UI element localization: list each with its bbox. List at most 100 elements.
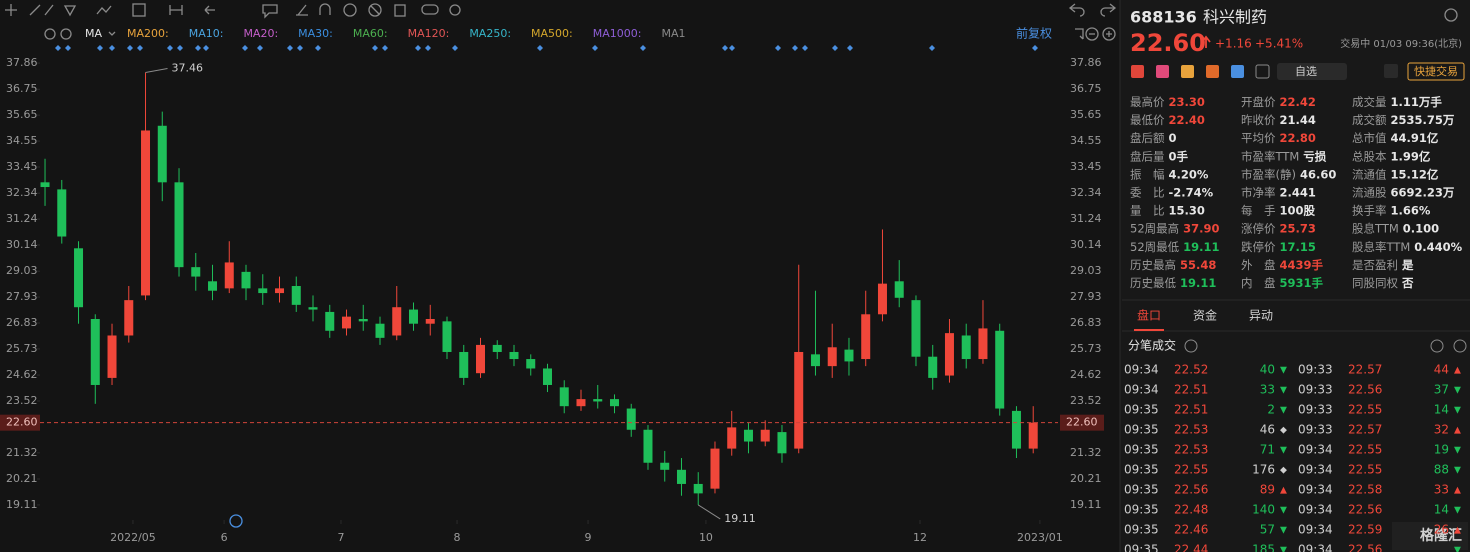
info-icon[interactable] — [1184, 339, 1198, 353]
trade-time: 09:34 — [1298, 523, 1333, 537]
stat: 流通值 15.12亿 — [1352, 167, 1439, 181]
trade-direction: ▼ — [1454, 466, 1461, 476]
more-icon[interactable] — [1430, 339, 1444, 353]
event-marker[interactable] — [1032, 45, 1038, 51]
event-marker[interactable] — [382, 45, 388, 51]
event-marker[interactable] — [792, 45, 798, 51]
candle-body — [74, 248, 84, 308]
event-marker[interactable] — [592, 45, 598, 51]
ma-legend[interactable]: MA — [85, 27, 102, 40]
last-price: 22.60 — [1130, 29, 1206, 57]
event-marker[interactable] — [929, 45, 935, 51]
event-marker[interactable] — [97, 45, 103, 51]
trade-direction: ◆ — [1280, 466, 1287, 476]
ma-legend[interactable]: MA200: — [127, 27, 169, 40]
ma-legend[interactable]: MA1000: — [593, 27, 642, 40]
event-marker[interactable] — [832, 45, 838, 51]
stat-label: 流通值 — [1352, 167, 1387, 181]
x-tick-label: 9 — [585, 531, 592, 544]
event-marker[interactable] — [802, 45, 808, 51]
stat-label: 振 幅 — [1130, 167, 1165, 181]
watermark-bg — [1392, 522, 1468, 550]
candle-body — [777, 432, 787, 454]
event-marker[interactable] — [203, 45, 209, 51]
event-marker[interactable] — [640, 45, 646, 51]
y-tick-label-right: 24.62 — [1070, 368, 1102, 381]
tab[interactable]: 资金 — [1193, 308, 1217, 323]
tab[interactable]: 异动 — [1249, 309, 1273, 323]
candle-body — [526, 359, 536, 369]
event-marker[interactable] — [729, 45, 735, 51]
change: +1.16 — [1215, 37, 1252, 51]
trade-direction: ▼ — [1280, 446, 1287, 456]
y-tick-label: 37.86 — [6, 56, 38, 69]
watch-button[interactable]: 自选 — [1295, 65, 1317, 78]
event-marker[interactable] — [722, 45, 728, 51]
stat-label: 盘后额 — [1130, 131, 1165, 145]
event-marker[interactable] — [297, 45, 303, 51]
stat-label: 历史最高 — [1130, 257, 1176, 271]
trade-button[interactable]: 快捷交易 — [1414, 64, 1458, 78]
candle-body — [794, 351, 804, 449]
stat: 股息率TTM 0.440% — [1352, 239, 1463, 253]
candle-body — [191, 267, 201, 277]
event-marker[interactable] — [415, 45, 421, 51]
stat-value: 0.440% — [1414, 239, 1462, 253]
ma-legend[interactable]: MA120: — [408, 27, 450, 40]
y-tick-label-right: 30.14 — [1070, 238, 1102, 251]
y-tick-label-right: 23.52 — [1070, 394, 1102, 407]
trade-direction: ▲ — [1454, 486, 1461, 496]
stat-value: 55.48 — [1180, 257, 1216, 271]
trade-direction: ▲ — [1454, 366, 1461, 376]
ma-legend[interactable]: MA30: — [298, 27, 333, 40]
candle-body — [459, 351, 469, 378]
stat-label: 52周最低 — [1130, 239, 1180, 253]
y-tick-label: 33.45 — [6, 160, 38, 173]
ma-legend[interactable]: MA60: — [353, 27, 388, 40]
icon-row[interactable] — [1131, 62, 1465, 81]
adjust-mode[interactable]: 前复权 — [1016, 26, 1052, 41]
expand-icon[interactable] — [1453, 339, 1467, 353]
event-marker[interactable] — [537, 45, 543, 51]
event-marker[interactable] — [847, 45, 853, 51]
trade-volume: 185 — [1252, 543, 1275, 552]
event-marker[interactable] — [65, 45, 71, 51]
event-marker[interactable] — [195, 45, 201, 51]
trade-time: 09:34 — [1298, 443, 1333, 457]
event-marker[interactable] — [775, 45, 781, 51]
candle-body — [224, 262, 234, 289]
stat-value: 23.30 — [1169, 95, 1205, 109]
event-marker[interactable] — [315, 45, 321, 51]
ma-legend[interactable]: MA500: — [531, 27, 573, 40]
x-tick-label: 7 — [337, 531, 344, 544]
annotation-leader — [145, 68, 168, 73]
ma-legend[interactable]: MA20: — [243, 27, 278, 40]
price-tag-label: 22.60 — [1066, 416, 1098, 429]
event-marker[interactable] — [109, 45, 115, 51]
event-marker[interactable] — [137, 45, 143, 51]
event-marker[interactable] — [167, 45, 173, 51]
ma-legend[interactable]: MA10: — [189, 27, 224, 40]
ma-legend[interactable]: MA1 — [661, 27, 685, 40]
event-marker[interactable] — [55, 45, 61, 51]
event-marker[interactable] — [242, 45, 248, 51]
stat-label: 流通股 — [1352, 185, 1387, 199]
stat-label: 委 比 — [1130, 185, 1165, 199]
event-marker[interactable] — [177, 45, 183, 51]
event-marker[interactable] — [127, 45, 133, 51]
tab[interactable]: 盘口 — [1137, 308, 1161, 323]
event-marker[interactable] — [452, 45, 458, 51]
stat: 总市值 44.91亿 — [1352, 131, 1439, 145]
ma-legend[interactable]: MA250: — [469, 27, 511, 40]
toolbar[interactable] — [5, 3, 1458, 528]
event-marker[interactable] — [257, 45, 263, 51]
stat-label: 最低价 — [1130, 113, 1165, 127]
event-marker[interactable] — [372, 45, 378, 51]
event-marker[interactable] — [287, 45, 293, 51]
trade-direction: ▼ — [1280, 526, 1287, 536]
event-marker[interactable] — [425, 45, 431, 51]
y-tick-label: 34.55 — [6, 134, 38, 147]
trade-volume: 46 — [1260, 423, 1275, 437]
trade-volume: 71 — [1260, 443, 1275, 457]
candle-body — [392, 307, 402, 336]
